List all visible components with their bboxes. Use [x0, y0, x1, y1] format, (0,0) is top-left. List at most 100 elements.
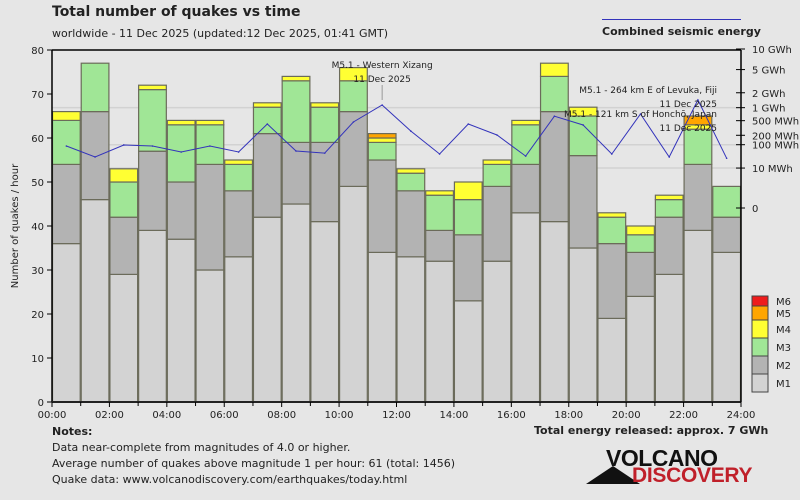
bar-segment-m2 [712, 216, 742, 253]
bar-segment-m3 [80, 62, 110, 113]
bar-segment-m2 [367, 159, 397, 254]
bar-segment-m3 [252, 106, 282, 135]
x-tick-label: 18:00 [554, 410, 583, 420]
bar-segment-m3 [511, 124, 541, 166]
energy-point [151, 145, 154, 147]
y-tick-label: 50 [31, 178, 44, 189]
bar-segment-m1 [252, 216, 282, 403]
bar-segment-m4 [425, 190, 455, 196]
bar-segment-m3 [281, 80, 311, 144]
legend-swatch-m4 [751, 319, 769, 339]
energy-tick-label: 0 [752, 204, 758, 215]
bar-segment-m1 [597, 317, 627, 403]
energy-point [65, 145, 68, 147]
bar-segment-m1 [683, 229, 713, 403]
bar-segment-m3 [712, 185, 742, 218]
bar-segment-m2 [539, 110, 569, 223]
energy-point [438, 153, 441, 155]
bar-segment-m1 [425, 260, 455, 403]
bar-segment-m1 [482, 260, 512, 403]
energy-point [467, 123, 470, 125]
annotation-label: M5.1 - 121 km S of Honchō, Japan [564, 110, 717, 120]
bar-segment-m3 [224, 163, 254, 192]
volcanodiscovery-logo[interactable]: VOLCANO DISCOVERY [586, 445, 756, 489]
bar-segment-m2 [166, 181, 196, 240]
bar-segment-m1 [310, 221, 340, 403]
legend-label-m5: M5 [776, 309, 791, 320]
legend-label-m3: M3 [776, 343, 791, 354]
bar-segment-m1 [539, 221, 569, 403]
energy-point [295, 150, 297, 152]
bar-segment-m3 [138, 88, 167, 152]
bar-segment-m2 [683, 163, 713, 231]
bar-segment-m3 [338, 80, 368, 113]
notes-line: Data near-complete from magnitudes of 4.… [52, 441, 351, 454]
energy-legend-line [602, 19, 741, 20]
bar-segment-m1 [568, 247, 598, 403]
bar-segment-m4 [51, 110, 81, 121]
bar-segment-m4 [568, 106, 598, 117]
bar-segment-m1 [166, 238, 196, 403]
energy-point [237, 151, 240, 153]
legend-swatch-m1 [751, 373, 769, 393]
notes-line: Average number of quakes above magnitude… [52, 457, 455, 470]
energy-tick-label: 10 MWh [752, 164, 793, 175]
energy-point [668, 156, 671, 158]
legend-label-m4: M4 [776, 325, 791, 336]
bar-segment-m2 [195, 163, 225, 271]
y-tick-label: 60 [31, 134, 44, 145]
bar-segment-m4 [195, 119, 225, 126]
x-tick-label: 20:00 [612, 410, 641, 420]
bar-segment-m5 [367, 133, 397, 139]
bar-segment-m1 [281, 203, 311, 403]
quakes-chart: 0 10 20 30 40 50 60 70 80 00:00 02:00 04:00 06:00 08:… [10, 45, 799, 420]
energy-tick-label: 1 GWh [752, 104, 786, 115]
bar-segment-m2 [568, 155, 598, 249]
bar-segment-m2 [338, 110, 368, 188]
bar-segment-m2 [482, 185, 512, 262]
bar-segment-m3 [166, 124, 196, 183]
energy-point [697, 99, 699, 101]
legend-label-m6: M6 [776, 297, 791, 308]
notes: Notes: Data near-complete from magnitude… [52, 424, 455, 488]
bar-segment-m4 [453, 181, 483, 201]
bar-segment-m2 [626, 251, 655, 297]
energy-point [611, 153, 613, 155]
legend-label-m1: M1 [776, 379, 791, 390]
y-tick-label: 20 [31, 310, 44, 321]
bar-segment-m2 [396, 190, 426, 258]
bar-segment-m4 [109, 168, 139, 183]
x-tick-label: 08:00 [267, 410, 296, 420]
bar-segment-m2 [80, 110, 110, 201]
logo-line1: VOLCANO [606, 445, 718, 471]
bar-segment-m2 [224, 190, 254, 258]
energy-tick-label: 500 MWh [752, 117, 799, 128]
x-tick-label: 14:00 [440, 410, 469, 420]
energy-line-group [65, 98, 728, 160]
bar-segment-m3 [195, 124, 225, 166]
bar-segment-m2 [597, 243, 627, 320]
legend-swatch-m6 [751, 295, 769, 307]
bar-segment-m1 [654, 273, 684, 403]
total-energy: Total energy released: approx. 7 GWh [534, 424, 769, 437]
energy-tick-label: 200 MWh [752, 131, 799, 142]
bar-segment-m3 [654, 199, 684, 218]
bar-segment-m1 [80, 199, 110, 403]
bar-segment-m3 [683, 128, 713, 165]
energy-tick-label: 100 MWh [752, 141, 799, 152]
bar-segment-m4 [138, 84, 167, 91]
x-tick-label: 02:00 [95, 410, 124, 420]
annotation-date: 11 Dec 2025 [353, 75, 411, 85]
bar-segment-m2 [453, 234, 483, 302]
legend-swatch-m5 [751, 305, 769, 321]
bar-segment-m2 [310, 141, 340, 223]
x-tick-label: 06:00 [210, 410, 239, 420]
x-tick-label: 24:00 [727, 410, 756, 420]
bar-segment-m3 [109, 181, 139, 218]
y-tick-label: 80 [31, 46, 44, 57]
bar-segment-m1 [712, 251, 742, 403]
bar-segment-m4 [626, 225, 655, 236]
bar-segment-m3 [396, 172, 426, 192]
bar-segment-m2 [511, 163, 541, 214]
energy-point [524, 155, 527, 157]
